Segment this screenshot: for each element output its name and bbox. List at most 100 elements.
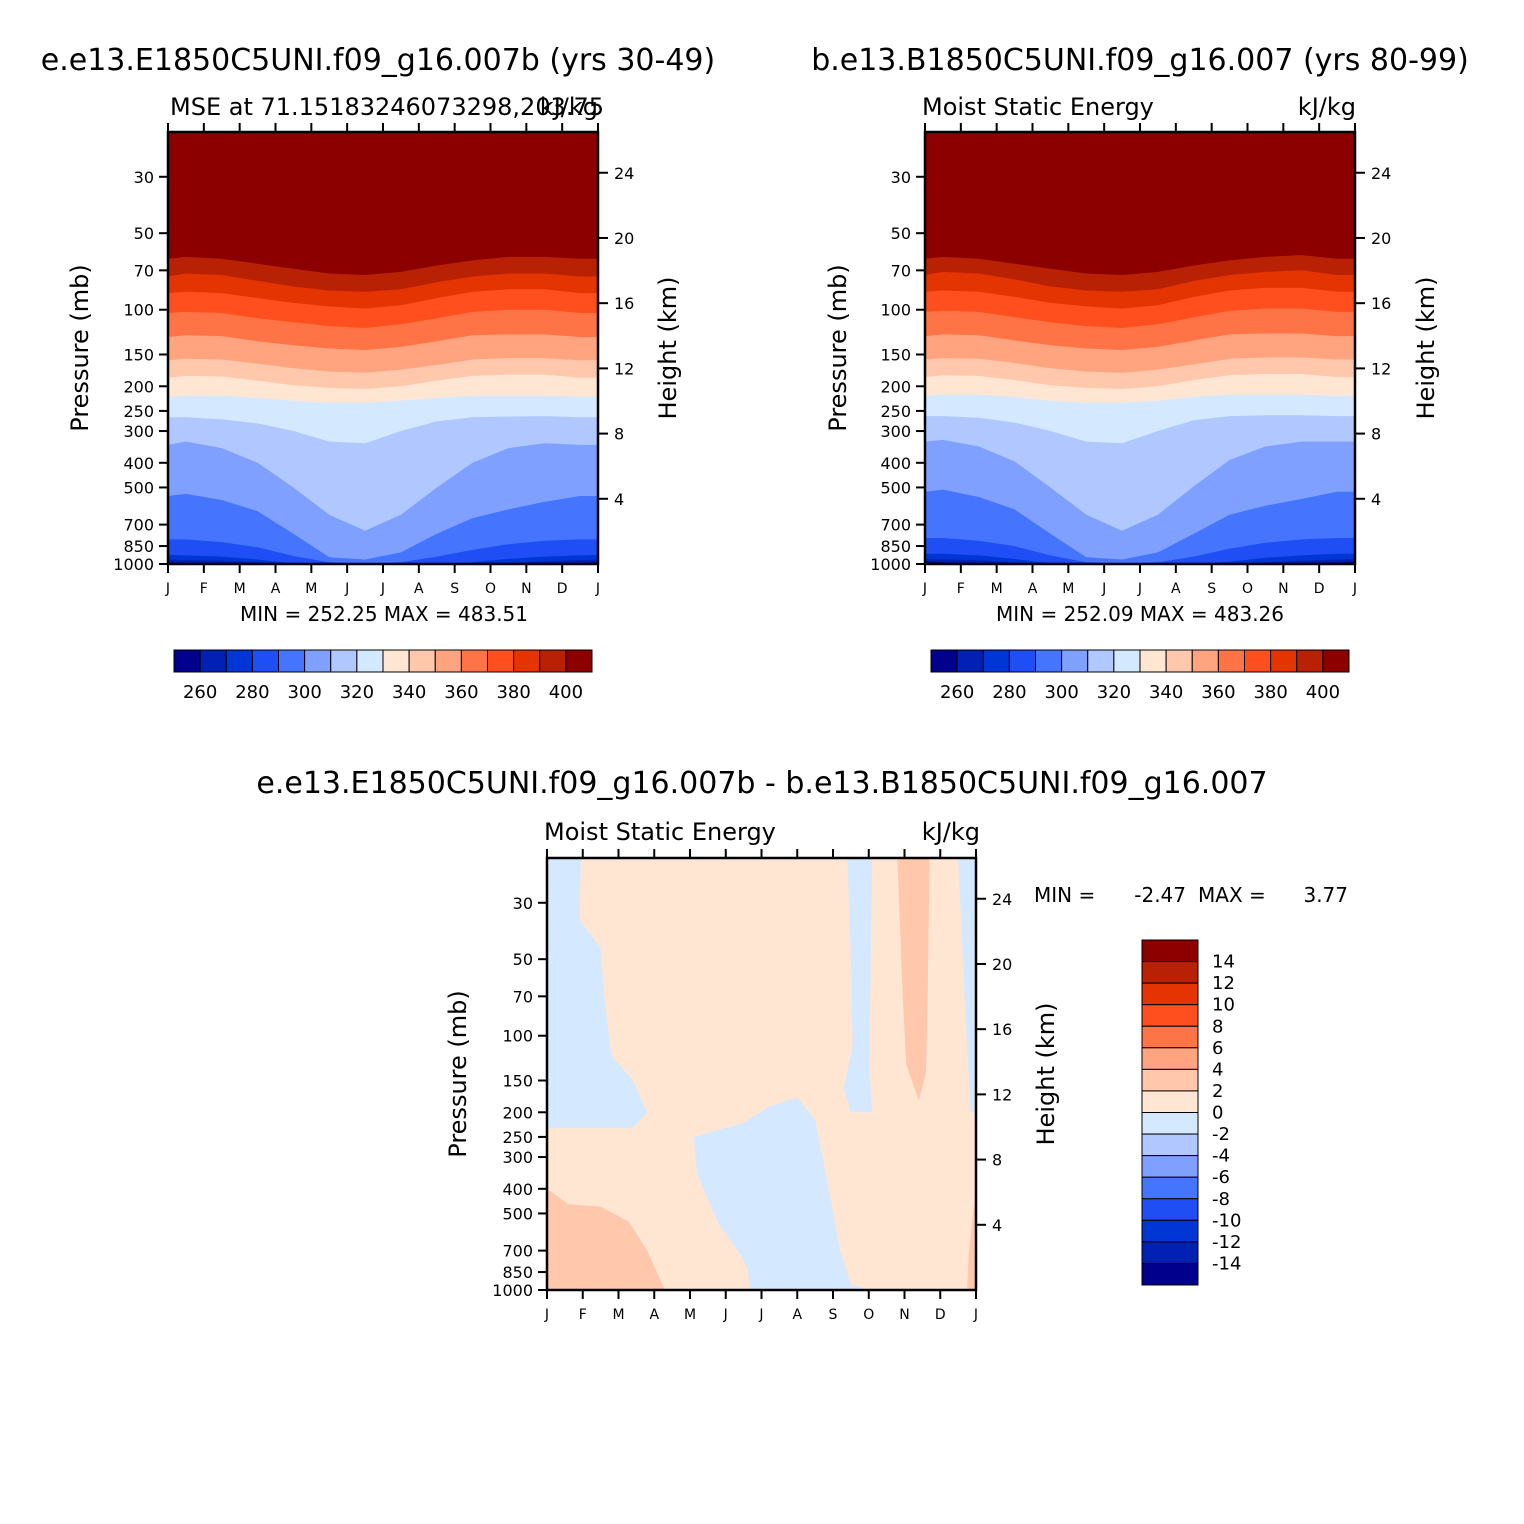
diff-colorbar-swatch [1141,1047,1199,1070]
diff-colorbar-label: -8 [1212,1189,1230,1210]
panel1-ylabel-right: Height (km) [654,277,682,420]
panel1-colorbar: 260 280 300 320 340 360 380 400 [173,649,593,703]
panel2-colorbar-swatch [1191,649,1219,673]
diff-colorbar-swatch [1141,1155,1199,1178]
diff-xtick-label: F [579,1307,587,1323]
diff-colorbar-swatch [1141,1241,1199,1264]
panel1-colorbar-label: 380 [496,682,530,703]
panel2-ytick-label: 1000 [870,555,911,574]
diff-colorbar-swatch [1141,1004,1199,1027]
panel2-xtick-label: J [1352,581,1357,597]
panel1-colorbar-swatch [304,649,332,673]
panel2-ytick-label: 100 [880,301,911,320]
panel2-xtick-label: F [957,581,965,597]
panel2-colorbar-label: 300 [1044,682,1078,703]
diff-xtick-label: M [684,1307,696,1323]
diff-ytick-label: 30 [513,894,533,913]
diff-xtick-label: O [863,1307,874,1323]
panel2-xtick-label: J [922,581,927,597]
panel2-heading: b.e13.B1850C5UNI.f09_g16.007 (yrs 80-99) [811,43,1469,78]
diff-ztick-label: 4 [992,1216,1002,1235]
diff-xtick-label: M [612,1307,624,1323]
panel1-colorbar-swatch [565,649,593,673]
panel2-xtick-label: A [1171,581,1181,597]
panel1-xtick-label: N [521,581,531,597]
panel2-colorbar-label: 400 [1306,682,1340,703]
panel2-ztick-label: 8 [1371,425,1381,444]
panel2-contour-fill [925,132,1355,564]
panel2-ytick-label: 250 [880,402,911,421]
diff-ylabel-right: Height (km) [1032,1003,1060,1146]
panel2-colorbar-label: 320 [1097,682,1131,703]
panel1-title: MSE at 71.15183246073298,203.75 [170,93,604,121]
panel1-ytick-label: 500 [123,478,154,497]
diff-ytick-label: 100 [502,1027,533,1046]
panel2-ytick-label: 850 [880,537,911,556]
panel1-ytick-label: 300 [123,422,154,441]
diff-contour-fill [547,858,976,1290]
diff-ytick-label: 700 [502,1242,533,1261]
panel2-colorbar-swatch [1270,649,1298,673]
panel2-ytick-label: 700 [880,516,911,535]
diff-colorbar-swatch [1141,1025,1199,1049]
diff-ytick-label: 70 [513,987,533,1006]
panel2-colorbar-swatch [1087,649,1115,673]
panel2-xtick-label: O [1242,581,1253,597]
panel1-ztick-label: 12 [614,359,634,378]
diff-xtick-label: J [758,1307,763,1323]
panel2-colorbar-swatch [1139,649,1167,673]
diff-region [967,1188,976,1290]
diff-xtick-label: J [544,1307,549,1323]
panel2-units: kJ/kg [1298,93,1356,121]
diff-colorbar-swatch [1141,1219,1199,1243]
panel1-ztick-label: 16 [614,294,634,313]
diff-region [693,1097,869,1290]
panel2-ylabel-right: Height (km) [1412,277,1440,420]
panel1-ylabel: Pressure (mb) [66,264,94,431]
diff-colorbar-swatch [1141,1133,1199,1157]
diff-colorbar-label: 8 [1212,1016,1223,1037]
panel1-xtick-label: O [485,581,496,597]
panel2-ytick-label: 30 [891,168,911,187]
panel1-colorbar-swatch [225,649,253,673]
diff-ytick-label: 200 [502,1103,533,1122]
panel2-colorbar-swatch [1322,649,1350,673]
diff-colorbar-label: 6 [1212,1038,1223,1059]
panel2-ytick-label: 150 [880,346,911,365]
panel1-colorbar-swatch [539,649,567,673]
panel1-heading: e.e13.E1850C5UNI.f09_g16.007b (yrs 30-49… [41,43,715,78]
panel1-ytick-label: 850 [123,537,154,556]
panel1-colorbar-swatch [434,649,462,673]
panel1-xtick-label: J [165,581,170,597]
panel1-ytick-label: 50 [134,224,154,243]
diff-ytick-label: 850 [502,1263,533,1282]
diff-ytick-label: 500 [502,1204,533,1223]
diff-heading: e.e13.E1850C5UNI.f09_g16.007b - b.e13.B1… [256,766,1267,801]
panel1-colorbar-swatch [408,649,436,673]
panel1-colorbar-label: 320 [340,682,374,703]
diff-xtick-label: S [829,1307,838,1323]
diff-colorbar-swatch [1141,1198,1199,1221]
panel2-ztick-label: 4 [1371,490,1381,509]
panel1-xtick-label: M [305,581,317,597]
panel2-xtick-label: J [1137,581,1142,597]
panel2-colorbar-label: 280 [992,682,1026,703]
panel1-ytick-label: 30 [134,168,154,187]
panel2-xtick-label: M [991,581,1003,597]
diff-region [897,858,930,1101]
panel1-colorbar-label: 280 [235,682,269,703]
panel2-ytick-label: 400 [880,454,911,473]
panel2-xtick-label: N [1278,581,1288,597]
panel1-colorbar-label: 260 [183,682,217,703]
panel1-ytick-label: 1000 [113,555,154,574]
panel1-colorbar-swatch [251,649,279,673]
panel2-colorbar-swatch [1296,649,1324,673]
diff-units: kJ/kg [922,818,980,846]
panel1-xtick-label: D [557,581,568,597]
panel1-ytick-label: 70 [134,261,154,280]
panel1-ztick-label: 8 [614,425,624,444]
diff-title: Moist Static Energy [544,818,776,846]
diff-colorbar-label: -14 [1212,1253,1241,1274]
diff-ytick-label: 250 [502,1128,533,1147]
